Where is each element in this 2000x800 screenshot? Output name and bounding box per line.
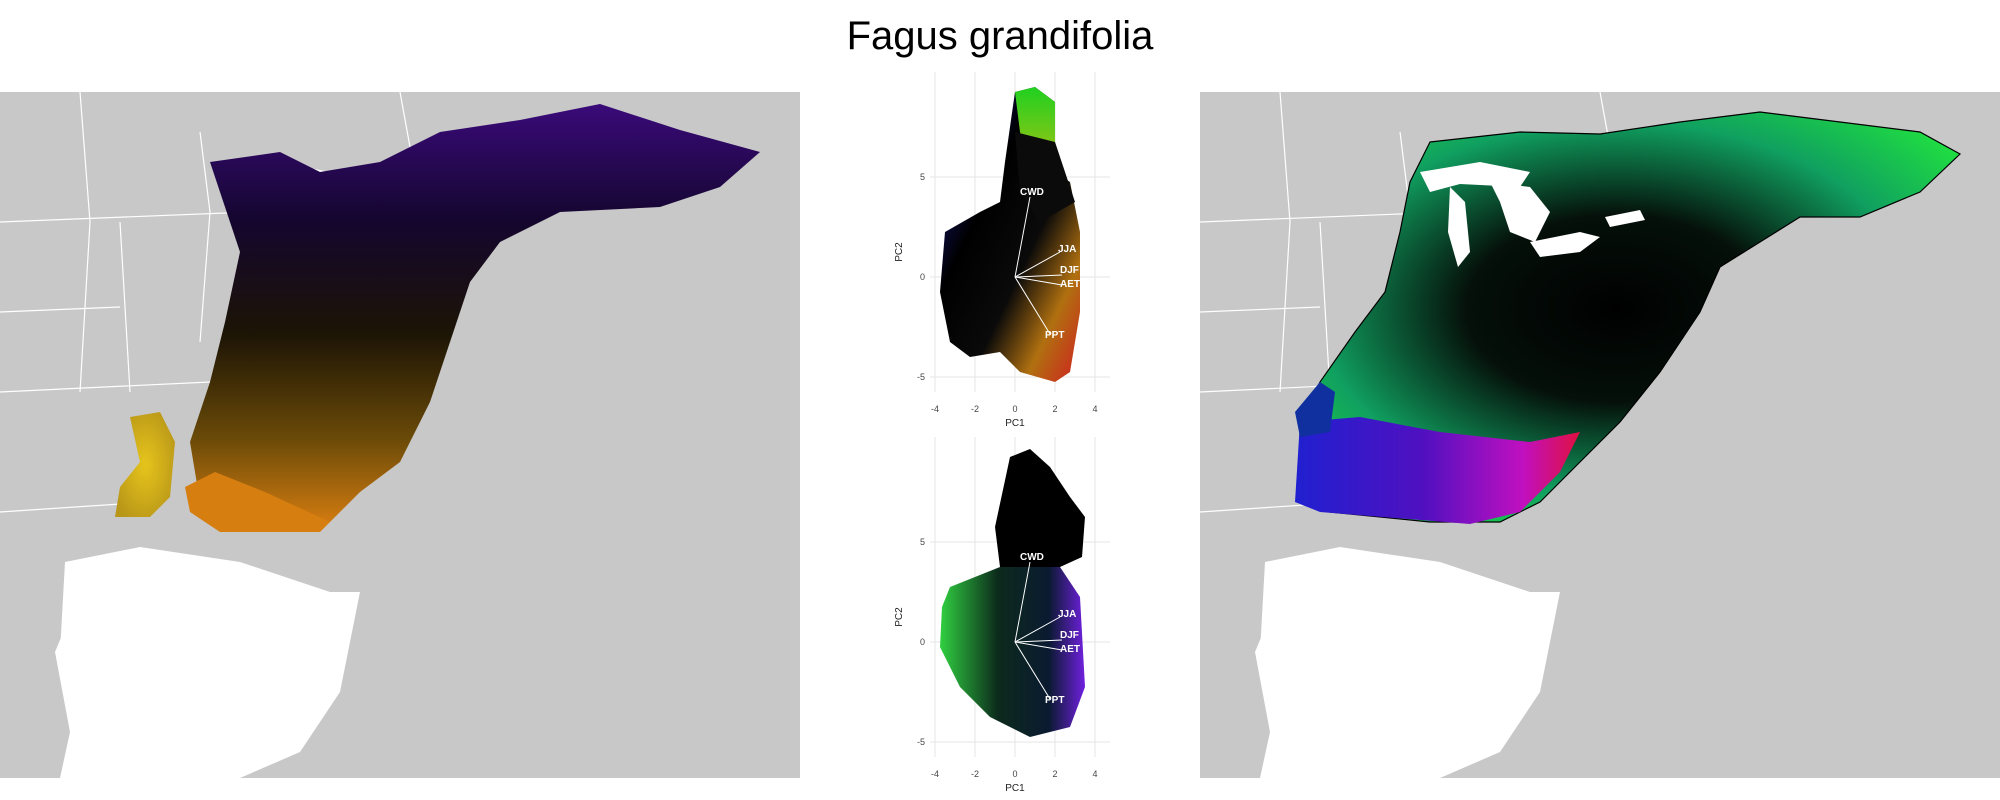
vector-label-djf: DJF bbox=[1060, 265, 1079, 276]
y-tick: 5 bbox=[920, 172, 925, 182]
x-tick: 4 bbox=[1092, 404, 1097, 414]
x-tick: 0 bbox=[1012, 404, 1017, 414]
y-tick: -5 bbox=[917, 737, 925, 747]
x-tick: -2 bbox=[971, 769, 979, 779]
left-range-map bbox=[0, 92, 800, 778]
vector-label-aet: AET bbox=[1060, 279, 1080, 290]
x-tick: 2 bbox=[1052, 404, 1057, 414]
vector-label-cwd: CWD bbox=[1020, 187, 1044, 198]
gulf-of-mexico bbox=[1260, 547, 1560, 778]
vector-label-cwd: CWD bbox=[1020, 552, 1044, 563]
vector-label-jja: JJA bbox=[1058, 609, 1076, 620]
vector-label-ppt: PPT bbox=[1045, 330, 1064, 341]
right-range-map bbox=[1200, 92, 2000, 778]
x-tick: -2 bbox=[971, 404, 979, 414]
pca-vectors-top bbox=[1014, 196, 1063, 335]
y-axis-label: PC2 bbox=[894, 242, 905, 262]
x-tick: 0 bbox=[1012, 769, 1017, 779]
y-tick: 5 bbox=[920, 537, 925, 547]
pca-biplot-top: CWD JJA DJF AET PPT -4 -2 0 2 4 5 0 -5 P… bbox=[894, 72, 1110, 427]
x-axis-label: PC1 bbox=[1005, 418, 1025, 427]
vector-label-ppt: PPT bbox=[1045, 695, 1064, 706]
y-tick: 0 bbox=[920, 637, 925, 647]
pca-vectors-bottom bbox=[1014, 561, 1063, 700]
vector-label-aet: AET bbox=[1060, 644, 1080, 655]
x-tick: -4 bbox=[931, 404, 939, 414]
fagus-range-left bbox=[115, 104, 760, 532]
figure-title: Fagus grandifolia bbox=[846, 14, 1154, 58]
y-tick: -5 bbox=[917, 372, 925, 382]
x-tick: 4 bbox=[1092, 769, 1097, 779]
y-axis-label: PC2 bbox=[894, 607, 905, 627]
x-axis-label: PC1 bbox=[1005, 783, 1025, 792]
x-tick: 2 bbox=[1052, 769, 1057, 779]
vector-label-jja: JJA bbox=[1058, 244, 1076, 255]
pca-biplot-bottom: CWD JJA DJF AET PPT -4 -2 0 2 4 5 0 -5 P… bbox=[894, 437, 1110, 792]
great-lakes bbox=[1420, 162, 1645, 267]
x-tick: -4 bbox=[931, 769, 939, 779]
y-tick: 0 bbox=[920, 272, 925, 282]
vector-label-djf: DJF bbox=[1060, 630, 1079, 641]
pca-cloud-bottom bbox=[940, 449, 1085, 737]
gulf-of-mexico bbox=[60, 547, 360, 778]
